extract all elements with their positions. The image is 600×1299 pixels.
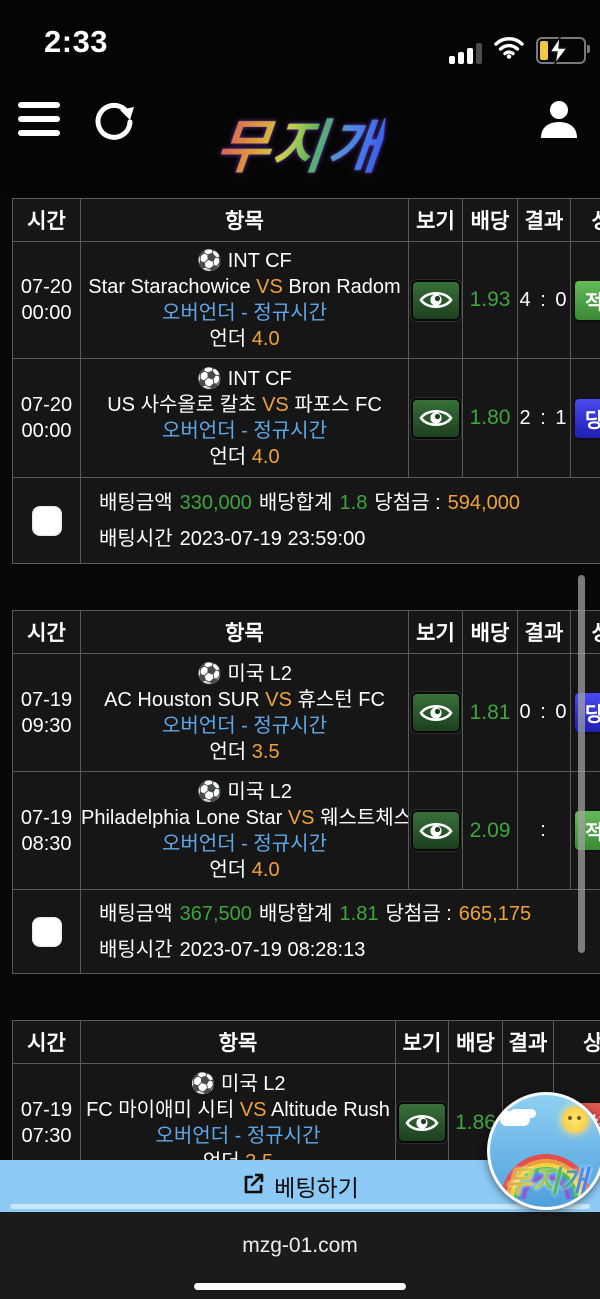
clock: 2:33 — [44, 24, 109, 59]
match-time: 07-19 09:30 — [13, 654, 81, 772]
rainbow-icon — [500, 1153, 592, 1199]
col-status: 상태 — [571, 611, 600, 654]
view-cell — [409, 242, 463, 359]
rainbow-floating-badge[interactable]: 무지개 — [487, 1092, 600, 1210]
eye-view-button[interactable] — [410, 692, 461, 733]
table-header-row: 시간 항목 보기 배당 결과 상태 — [13, 199, 600, 242]
col-result: 결과 — [518, 199, 571, 242]
site-logo[interactable]: 무지개 — [0, 88, 600, 196]
status-cell: 당첨 — [571, 654, 600, 772]
match-time: 07-20 00:00 — [13, 242, 81, 359]
odds-cell: 1.93 — [463, 242, 518, 359]
signal-icon — [449, 42, 482, 64]
view-cell — [409, 772, 463, 890]
eye-view-button[interactable] — [397, 1102, 447, 1143]
match-time: 07-19 07:30 — [13, 1064, 81, 1160]
horizontal-scrollbar[interactable] — [10, 1204, 590, 1209]
status-cell: 적중 — [571, 242, 600, 359]
view-cell — [409, 654, 463, 772]
wifi-icon — [494, 36, 524, 64]
eye-view-button[interactable] — [410, 279, 461, 321]
summary-row: 배팅금액 367,500 배당합계 1.81 당첨금 :665,175 배팅시간 20… — [13, 890, 600, 974]
result-cell: 0 : 0 — [518, 654, 571, 772]
menu-icon[interactable] — [18, 102, 60, 136]
col-status: 상태 — [554, 1021, 600, 1064]
cloud-icon — [500, 1113, 530, 1126]
match-time: 07-19 08:30 — [13, 772, 81, 890]
col-result: 결과 — [503, 1021, 554, 1064]
browser-url[interactable]: mzg-01.com — [242, 1234, 358, 1257]
sun-icon — [562, 1107, 588, 1133]
odds-cell: 1.80 — [463, 359, 518, 478]
col-status: 상태 — [571, 199, 600, 242]
table-row: 07-19 08:30 ⚽ 미국 L2 Philadelphia Lone Sta… — [13, 772, 600, 890]
table-row: 07-19 09:30 ⚽ 미국 L2 AC Houston SUR VS 휴스턴… — [13, 654, 600, 772]
table-header-row: 시간 항목 보기 배당 결과 상태 — [13, 611, 600, 654]
table-header-row: 시간 항목 보기 배당 결과 상태 — [13, 1021, 600, 1064]
eye-view-button[interactable] — [410, 397, 461, 439]
eye-view-button[interactable] — [410, 810, 461, 851]
soccer-ball-icon: ⚽ — [196, 662, 222, 685]
table-row: 07-20 00:00 ⚽ INT CF US 사수올로 칼초 VS 파포스 FC… — [13, 359, 600, 478]
status-cell: 당첨 — [571, 359, 600, 478]
user-icon[interactable] — [536, 96, 582, 142]
table-row: 07-20 00:00 ⚽ INT CF Star Starachowice VS… — [13, 242, 600, 359]
col-odds: 배당 — [449, 1021, 503, 1064]
match-info: ⚽ 미국 L2 Philadelphia Lone Star VS 웨스트체스터… — [81, 772, 409, 890]
betting-bar-label: 베팅하기 — [274, 1175, 359, 1201]
col-time: 시간 — [13, 199, 81, 242]
status-badge: 당첨 — [575, 398, 600, 438]
status-icons — [449, 36, 590, 64]
col-odds: 배당 — [463, 199, 518, 242]
col-view: 보기 — [409, 611, 463, 654]
select-checkbox[interactable] — [31, 505, 62, 536]
soccer-ball-icon: ⚽ — [197, 250, 223, 272]
col-item: 항목 — [81, 611, 409, 654]
app-header: 무지개 — [0, 88, 600, 196]
select-checkbox[interactable] — [31, 916, 62, 947]
view-cell — [396, 1064, 449, 1160]
match-info: ⚽ 미국 L2 FC 마이애미 시티 VS Altitude Rush 오버언더… — [81, 1064, 396, 1160]
odds-cell: 1.81 — [463, 654, 518, 772]
home-indicator[interactable] — [194, 1283, 406, 1290]
col-item: 항목 — [81, 1021, 396, 1064]
col-odds: 배당 — [463, 611, 518, 654]
col-result: 결과 — [518, 611, 571, 654]
status-badge: 적중 — [575, 280, 600, 320]
summary-row: 배팅금액 330,000 배당합계 1.8 당첨금 :594,000 배팅시간 202… — [13, 478, 600, 564]
col-item: 항목 — [81, 199, 409, 242]
bet-summary: 배팅금액 330,000 배당합계 1.8 당첨금 :594,000 배팅시간 202… — [81, 478, 600, 564]
odds-cell: 2.09 — [463, 772, 518, 890]
refresh-icon[interactable] — [92, 98, 136, 142]
checkbox-cell — [13, 890, 81, 974]
status-bar: 2:33 — [0, 0, 600, 88]
result-cell: 2 : 1 — [518, 359, 571, 478]
match-info: ⚽ INT CF Star Starachowice VS Bron Radom… — [81, 242, 409, 359]
browser-bar: mzg-01.com — [0, 1212, 600, 1299]
vertical-scrollbar[interactable] — [578, 575, 585, 953]
soccer-ball-icon: ⚽ — [197, 368, 223, 390]
col-view: 보기 — [396, 1021, 449, 1064]
view-cell — [409, 359, 463, 478]
checkbox-cell — [13, 478, 81, 564]
soccer-ball-icon: ⚽ — [190, 1072, 216, 1095]
bet-summary: 배팅금액 367,500 배당합계 1.81 당첨금 :665,175 배팅시간 20… — [81, 890, 600, 974]
soccer-ball-icon: ⚽ — [196, 780, 222, 803]
match-info: ⚽ INT CF US 사수올로 칼초 VS 파포스 FC 오버언더 - 정규시… — [81, 359, 409, 478]
match-time: 07-20 00:00 — [13, 359, 81, 478]
col-time: 시간 — [13, 611, 81, 654]
battery-charging-icon — [536, 37, 590, 64]
col-view: 보기 — [409, 199, 463, 242]
col-time: 시간 — [13, 1021, 81, 1064]
result-cell: 4 : 0 — [518, 242, 571, 359]
result-cell: : — [518, 772, 571, 890]
match-info: ⚽ 미국 L2 AC Houston SUR VS 휴스턴 FC 오버언더 - … — [81, 654, 409, 772]
external-link-icon — [241, 1172, 265, 1201]
status-cell: 적중 — [571, 772, 600, 890]
